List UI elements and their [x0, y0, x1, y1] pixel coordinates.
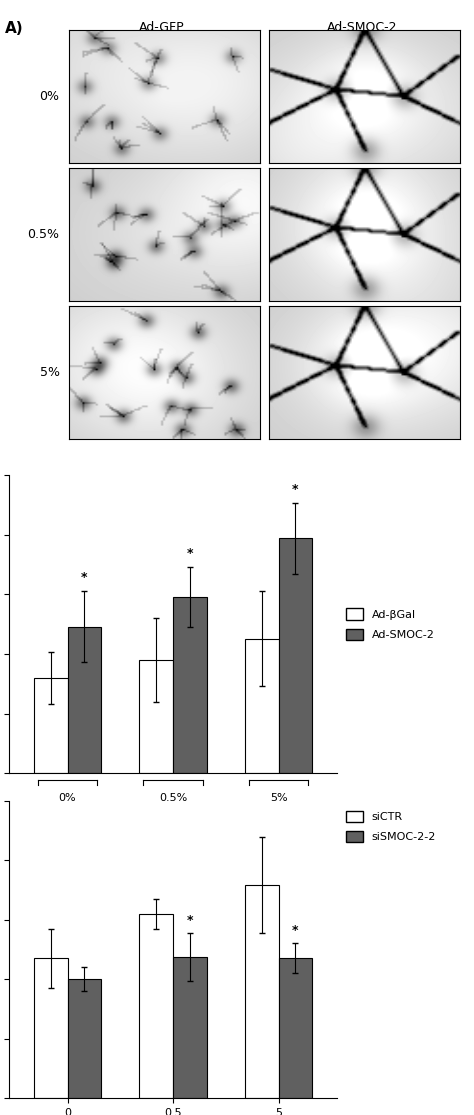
Bar	[67, 979, 101, 1098]
Text: 0.5%: 0.5%	[27, 227, 60, 241]
Bar	[173, 597, 207, 773]
Text: 0%: 0%	[59, 793, 76, 803]
Text: *: *	[292, 483, 299, 495]
Text: FBS Concentration: FBS Concentration	[108, 838, 238, 852]
Bar	[139, 913, 173, 1098]
Text: *: *	[187, 547, 193, 560]
Text: Ad-GFP: Ad-GFP	[139, 21, 185, 35]
Text: *: *	[292, 924, 299, 937]
Legend: siCTR, siSMOC-2-2: siCTR, siSMOC-2-2	[342, 806, 440, 846]
Text: *: *	[187, 914, 193, 928]
Bar	[279, 539, 312, 773]
Text: 0.5%: 0.5%	[159, 793, 187, 803]
Text: 5%: 5%	[39, 366, 60, 379]
Bar	[245, 885, 279, 1098]
Text: Ad-SMOC-2: Ad-SMOC-2	[327, 21, 397, 35]
Text: *: *	[81, 571, 88, 584]
Text: A): A)	[5, 21, 24, 36]
Bar	[34, 678, 67, 773]
Bar	[279, 958, 312, 1098]
Bar	[245, 639, 279, 773]
Bar	[67, 627, 101, 773]
Bar	[139, 660, 173, 773]
Legend: Ad-βGal, Ad-SMOC-2: Ad-βGal, Ad-SMOC-2	[342, 604, 439, 644]
Bar	[173, 957, 207, 1098]
Bar	[34, 958, 67, 1098]
Text: 0%: 0%	[39, 90, 60, 103]
Text: 5%: 5%	[270, 793, 287, 803]
